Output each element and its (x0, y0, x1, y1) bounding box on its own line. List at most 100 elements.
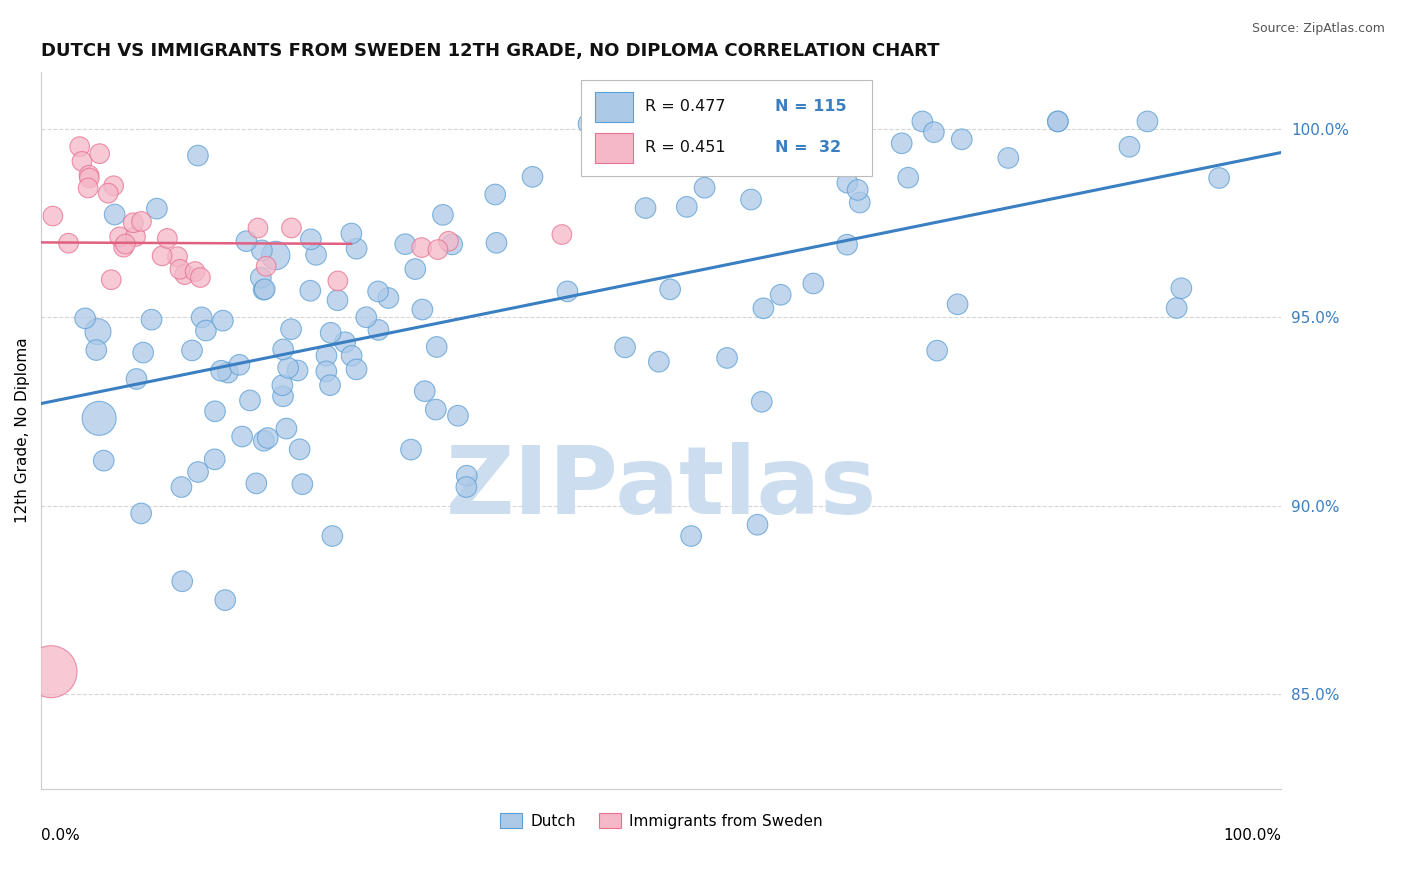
Text: R = 0.477: R = 0.477 (645, 99, 725, 114)
Point (668, 146, 690, 161)
Point (271, 343, 294, 357)
Point (169, 262, 191, 277)
Point (346, 362, 368, 376)
Point (204, 452, 226, 467)
Y-axis label: 12th Grade, No Diploma: 12th Grade, No Diploma (15, 338, 30, 524)
Point (132, 345, 155, 359)
Point (441, 237, 464, 252)
Point (367, 285, 389, 299)
Point (190, 270, 212, 285)
Point (634, 201, 657, 215)
Point (333, 335, 356, 350)
Point (326, 274, 349, 288)
Point (557, 285, 579, 299)
Point (39, 665, 62, 679)
Point (250, 270, 273, 285)
Point (769, 287, 792, 301)
Point (245, 476, 267, 491)
Point (693, 180, 716, 194)
Point (190, 310, 212, 325)
Point (75, 311, 97, 326)
Point (426, 243, 449, 257)
Point (125, 372, 148, 386)
Point (87, 325, 110, 339)
Point (411, 241, 433, 255)
Point (659, 282, 682, 296)
Point (42, 209, 65, 223)
Point (264, 248, 287, 262)
Point (551, 227, 574, 242)
Point (204, 404, 226, 418)
Point (1046, 114, 1069, 128)
Text: N = 115: N = 115 (775, 99, 846, 114)
Point (112, 240, 135, 254)
Point (103, 178, 125, 193)
Point (228, 358, 250, 372)
Point (801, 277, 824, 291)
Point (394, 237, 416, 252)
Point (367, 323, 389, 337)
Point (835, 237, 858, 252)
Point (305, 248, 328, 262)
Point (79, 171, 101, 186)
Point (77, 168, 100, 182)
Point (146, 202, 169, 216)
Point (897, 170, 920, 185)
Point (246, 221, 269, 235)
Point (648, 355, 671, 369)
Point (437, 234, 460, 248)
Point (253, 434, 276, 448)
Point (614, 340, 637, 354)
Point (93, 453, 115, 467)
Point (253, 282, 276, 296)
Point (326, 293, 349, 308)
Point (70, 154, 93, 169)
Point (276, 421, 298, 435)
Point (447, 409, 470, 423)
Point (271, 389, 294, 403)
Point (250, 244, 273, 258)
Point (321, 529, 343, 543)
Point (752, 301, 775, 316)
Point (84, 343, 107, 357)
Point (89, 146, 111, 161)
Point (426, 340, 449, 354)
Point (432, 208, 454, 222)
Point (209, 364, 232, 378)
Point (77, 181, 100, 195)
Point (377, 291, 399, 305)
Point (280, 221, 302, 235)
Point (837, 176, 859, 190)
Point (69, 139, 91, 153)
Point (922, 125, 945, 139)
Point (97, 186, 120, 201)
Point (1170, 281, 1192, 295)
Point (131, 214, 153, 228)
Point (217, 366, 239, 380)
FancyBboxPatch shape (581, 79, 872, 177)
Point (194, 324, 217, 338)
Point (100, 273, 122, 287)
Point (291, 477, 314, 491)
Point (187, 148, 209, 162)
Point (1136, 114, 1159, 128)
Point (299, 284, 322, 298)
Bar (595, 133, 633, 162)
Point (456, 468, 478, 483)
Point (288, 442, 311, 457)
Point (890, 136, 912, 151)
Point (1166, 301, 1188, 315)
Point (254, 260, 277, 274)
Point (675, 200, 697, 214)
Point (1208, 171, 1230, 186)
Point (484, 187, 506, 202)
Point (911, 114, 934, 128)
Point (425, 402, 447, 417)
Legend: Dutch, Immigrants from Sweden: Dutch, Immigrants from Sweden (494, 807, 828, 835)
Point (181, 343, 204, 358)
Point (340, 227, 363, 241)
Point (239, 393, 262, 408)
Point (231, 429, 253, 443)
Point (124, 229, 146, 244)
Point (277, 360, 299, 375)
